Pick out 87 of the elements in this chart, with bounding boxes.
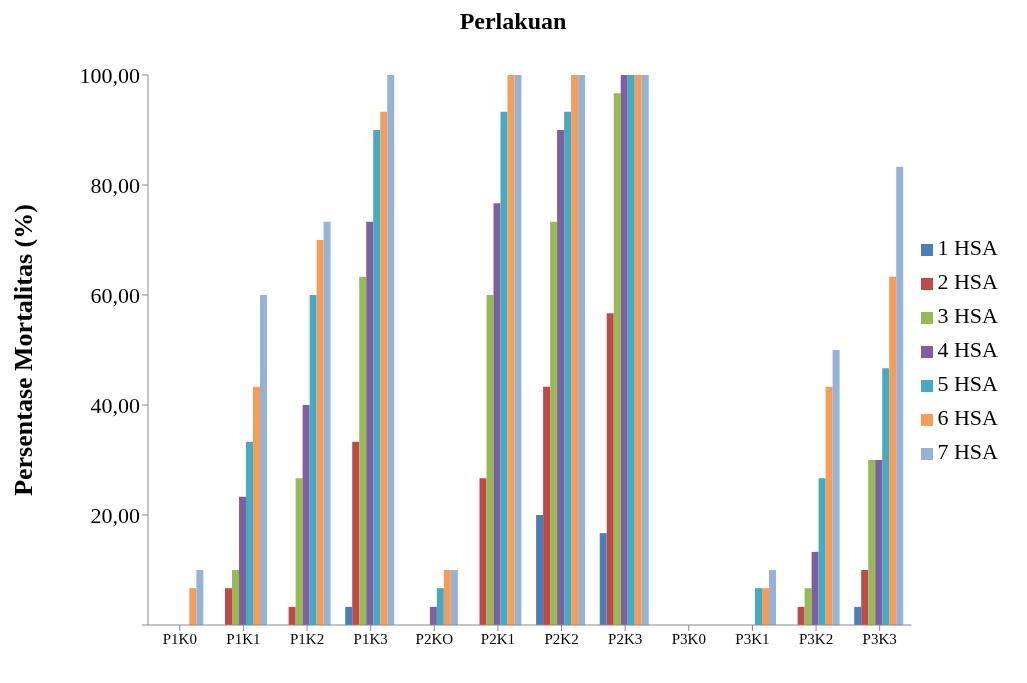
bar [818, 478, 826, 625]
y-tick-label: 20,00 [90, 502, 140, 528]
legend-label: 7 HSA [937, 439, 998, 464]
x-tick-label: P1K1 [226, 630, 261, 647]
bar [557, 130, 565, 625]
bar [536, 515, 544, 625]
bar [245, 441, 253, 625]
bar [302, 405, 310, 625]
chart-title: Perlakuan [458, 8, 568, 35]
bar [606, 313, 614, 625]
bar [882, 368, 890, 625]
bar [309, 295, 317, 625]
x-tick-label: P3K2 [798, 630, 834, 647]
x-tick-label: P2K3 [608, 630, 643, 647]
x-tick-label: P1K0 [162, 630, 197, 647]
bar [479, 478, 487, 625]
bar [804, 588, 812, 625]
bar [295, 478, 303, 625]
bar [450, 570, 458, 625]
bar [641, 75, 649, 625]
bar [238, 496, 246, 625]
bar [429, 606, 437, 625]
bar [507, 75, 515, 625]
x-tick-label: P2K1 [480, 630, 516, 647]
bar [436, 588, 444, 625]
x-tick-label: P3K1 [735, 630, 770, 647]
x-tick-label: P2K2 [544, 630, 579, 647]
legend-label: 5 HSA [937, 371, 998, 396]
y-tick-label: 100,00 [79, 62, 140, 88]
bar [443, 570, 451, 625]
legend-label: 3 HSA [937, 303, 998, 328]
bar [189, 588, 197, 625]
bar [224, 588, 232, 625]
y-tick-label: 40,00 [90, 392, 140, 418]
y-tick-label: 60,00 [90, 282, 140, 308]
x-tick-label: P1K3 [353, 630, 388, 647]
bar [366, 221, 374, 625]
bar [564, 111, 572, 625]
bar [373, 130, 381, 625]
bar [896, 166, 904, 625]
x-tick-label: P3K0 [671, 630, 706, 647]
bar [868, 460, 876, 625]
bar [387, 75, 395, 625]
bar [352, 441, 360, 625]
bar [550, 221, 558, 625]
legend-label: 2 HSA [937, 269, 998, 294]
bar [832, 350, 840, 625]
bar [288, 606, 296, 625]
bar [493, 203, 501, 625]
legend-label: 4 HSA [937, 337, 998, 362]
y-axis-title: Persentase Mortalitas (%) [9, 204, 39, 496]
bar [259, 295, 267, 625]
bar [599, 533, 607, 625]
bar [620, 75, 628, 625]
legend-label: 6 HSA [937, 405, 998, 430]
bar [768, 570, 776, 625]
bar [761, 588, 769, 625]
bar [231, 570, 239, 625]
bar [323, 221, 331, 625]
bar [797, 606, 805, 625]
y-tick-label: 80,00 [90, 172, 140, 198]
bar [359, 276, 367, 625]
bar [486, 295, 494, 625]
bar [500, 111, 508, 625]
bar [889, 276, 897, 625]
bar [514, 75, 522, 625]
bar [380, 111, 388, 625]
bar [627, 75, 635, 625]
bar [634, 75, 642, 625]
bar [875, 460, 883, 625]
x-tick-label: P3K3 [862, 630, 897, 647]
legend-label: 1 HSA [937, 235, 998, 260]
bar [861, 570, 869, 625]
bar [316, 240, 324, 625]
bar [754, 588, 762, 625]
x-tick-label: P1K2 [289, 630, 325, 647]
bar [571, 75, 579, 625]
bar [578, 75, 586, 625]
bar [854, 606, 862, 625]
bar [811, 551, 819, 625]
bar [613, 93, 621, 625]
bar [345, 606, 353, 625]
bar [825, 386, 833, 625]
x-tick-label: P2KO [415, 630, 454, 647]
bar [543, 386, 551, 625]
bar [252, 386, 260, 625]
bar [196, 570, 204, 625]
